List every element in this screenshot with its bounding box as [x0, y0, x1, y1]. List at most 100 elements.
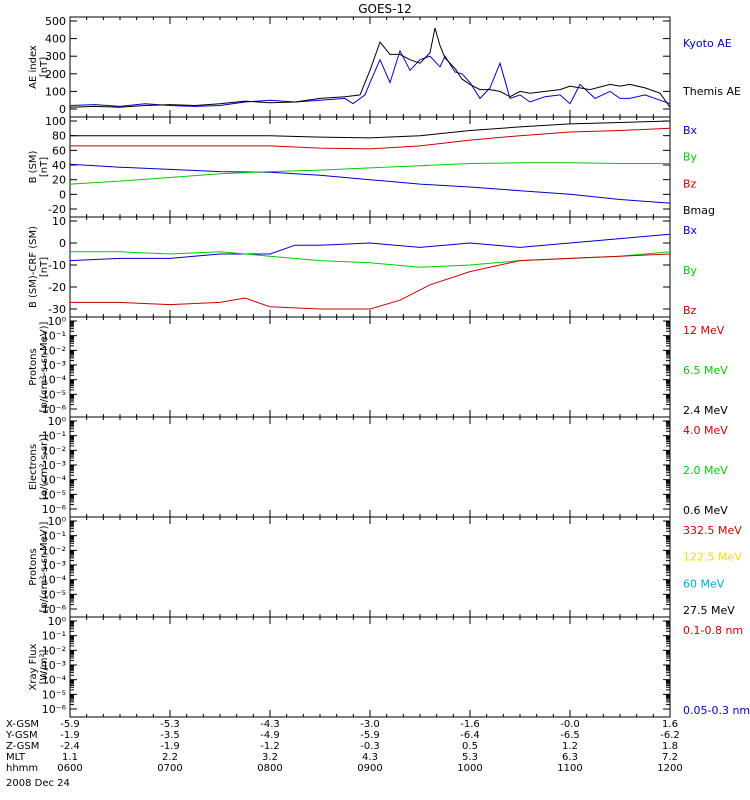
y-tick-label: 10⁻²: [42, 444, 66, 457]
series-line-bx: [69, 163, 671, 204]
y-tick-label: 200: [45, 68, 66, 81]
x-axis-value: -4.9: [260, 730, 280, 741]
legend-0-05-0-3-nm: 0.05-0.3 nm: [683, 704, 750, 717]
date-label: 2008 Dec 24: [6, 778, 70, 789]
y-tick-label: 10⁻⁴: [42, 374, 67, 387]
x-axis-value: -6.2: [660, 730, 680, 741]
legend-bz: Bz: [683, 304, 697, 317]
y-tick-label: 10⁻⁶: [42, 403, 67, 416]
y-tick-label: -10: [48, 259, 66, 272]
y-tick-label: 80: [52, 130, 66, 143]
legend-60-mev: 60 MeV: [683, 577, 725, 590]
legend-0-6-mev: 0.6 MeV: [683, 504, 728, 517]
y-tick-label: 10⁻³: [42, 459, 66, 472]
x-axis-value: -0.3: [360, 741, 380, 752]
y-tick-label: 10⁻⁶: [42, 503, 67, 516]
x-axis-row-label: X-GSM: [6, 719, 39, 730]
y-tick-label: 10⁻³: [42, 659, 66, 672]
x-axis-value: 1.1: [62, 752, 78, 763]
y-tick-label: 10⁻⁵: [42, 388, 66, 401]
y-axis-label: AE index[nT]: [28, 45, 50, 89]
legend-2-4-mev: 2.4 MeV: [683, 404, 728, 417]
y-tick-label: 10⁻¹: [42, 330, 66, 343]
y-tick-label: 10⁰: [48, 415, 67, 428]
series-line-themis-ae: [69, 27, 671, 108]
legend-by: By: [683, 264, 698, 277]
panel-frame: [69, 216, 671, 318]
y-axis-label: B (SM)-CRF (SM)[nT]: [28, 226, 50, 308]
y-tick-label: 10⁻²: [42, 344, 66, 357]
legend-bx: Bx: [683, 224, 698, 237]
legend-bx: Bx: [683, 124, 698, 137]
x-axis-value: 1.6: [662, 719, 678, 730]
legend-kyoto-ae: Kyoto AE: [683, 37, 732, 50]
x-axis-value: -5.9: [360, 730, 380, 741]
y-tick-label: 10⁻⁴: [42, 574, 67, 587]
y-tick-label: 10⁻¹: [42, 530, 66, 543]
y-tick-label: 10⁻¹: [42, 430, 66, 443]
x-axis-value: -1.2: [260, 741, 280, 752]
plot-title: GOES-12: [358, 2, 412, 16]
x-axis-value: -2.4: [60, 741, 80, 752]
x-axis-value: 1.8: [662, 741, 678, 752]
y-tick-label: 40: [52, 159, 66, 172]
x-axis-value: -5.9: [60, 719, 80, 730]
x-axis-value: 0700: [157, 763, 182, 774]
y-tick-label: 10⁻⁵: [42, 588, 66, 601]
panel-frame: [69, 316, 671, 418]
y-tick-label: -20: [48, 203, 66, 216]
y-tick-label: 100: [45, 115, 66, 128]
x-axis-value: -5.3: [160, 719, 180, 730]
x-axis-value: 1200: [657, 763, 682, 774]
y-tick-label: 60: [52, 144, 66, 157]
series-line-kyoto-ae: [69, 49, 671, 107]
legend-122-5-mev: 122.5 MeV: [683, 551, 742, 564]
x-axis-value: 3.2: [262, 752, 278, 763]
x-axis-value: -6.5: [560, 730, 580, 741]
x-axis-value: -0.0: [560, 719, 580, 730]
panel-1: 0 100 200 300 400 500 AE index[nT] Kyoto AE Them…: [28, 15, 741, 118]
x-axis-row-label: Z-GSM: [6, 741, 39, 752]
x-axis-value: 2.2: [162, 752, 178, 763]
x-axis-value: -1.9: [60, 730, 80, 741]
y-tick-label: -20: [48, 281, 66, 294]
series-line-bmag: [70, 120, 671, 139]
series-line-bz: [70, 127, 671, 150]
y-tick-label: 0: [59, 188, 66, 201]
y-axis-label: B (SM)[nT]: [28, 150, 50, 183]
y-tick-label: 10⁰: [48, 615, 67, 628]
panel-4: 10⁰ 10⁻¹10⁻² 10⁻³ 10⁻⁴10⁻⁵ 10⁻⁶Protons[p/(cm…: [28, 315, 728, 418]
panel-7: 10⁰ 10⁻¹10⁻² 10⁻³ 10⁻⁴10⁻⁵ 10⁻⁶ Xray Flux[W/m…: [28, 615, 750, 718]
series-line-bz: [70, 253, 671, 310]
y-tick-label: 10⁻⁵: [42, 488, 66, 501]
y-tick-label: 10⁻⁶: [42, 603, 67, 616]
x-axis-row-label: hhmm: [6, 763, 38, 774]
y-tick-label: 500: [45, 15, 66, 28]
y-axis-label: Electrons[e/(cm²-s-sr)]: [28, 434, 50, 500]
x-axis-value: 0.5: [462, 741, 478, 752]
y-tick-label: 10⁻⁴: [42, 474, 67, 487]
x-axis-value: 1.2: [562, 741, 578, 752]
x-axis-value: -3.5: [160, 730, 180, 741]
legend-6-5-mev: 6.5 MeV: [683, 364, 728, 377]
legend-themis-ae: Themis AE: [682, 85, 741, 98]
x-axis-value: -1.6: [460, 719, 480, 730]
y-tick-label: 10: [52, 215, 66, 228]
x-axis-value: 7.2: [662, 752, 678, 763]
legend-bmag: Bmag: [683, 204, 715, 217]
y-axis-label: Protons[p/(cm²-s-sr-MeV)]: [28, 521, 50, 612]
legend-332-5-mev: 332.5 MeV: [683, 524, 742, 537]
series-line-by: [70, 251, 671, 268]
y-tick-label: 10⁰: [48, 515, 67, 528]
x-axis-value: 5.3: [462, 752, 478, 763]
panel-frame: [69, 416, 671, 518]
x-axis-row-label: Y-GSM: [5, 730, 38, 741]
x-axis-value: -3.0: [360, 719, 380, 730]
x-axis-row-label: MLT: [6, 752, 26, 763]
panel-frame: [69, 616, 671, 718]
series-line-by: [69, 162, 670, 185]
y-tick-label: 10⁻³: [42, 559, 66, 572]
legend-0-1-0-8-nm: 0.1-0.8 nm: [683, 624, 743, 637]
